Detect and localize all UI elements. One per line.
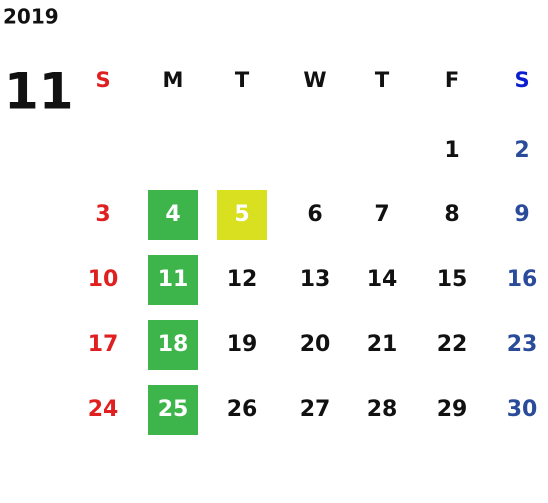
day-number: 10: [88, 267, 119, 292]
day-number: 18: [158, 332, 189, 357]
day-number: 16: [507, 267, 538, 292]
day-number: 14: [367, 267, 398, 292]
day-number: 15: [437, 267, 468, 292]
day-number: 22: [437, 332, 468, 357]
weekday-label: S: [95, 68, 110, 92]
day-number: 21: [367, 332, 398, 357]
day-highlight: [217, 190, 267, 240]
weekday-label: T: [235, 68, 250, 92]
day-number: 1: [444, 138, 459, 163]
weekday-label: W: [303, 68, 326, 92]
day-highlight: [148, 320, 198, 370]
day-highlight: [148, 385, 198, 435]
day-number: 11: [158, 267, 189, 292]
day-number: 12: [227, 267, 258, 292]
day-number: 25: [158, 397, 189, 422]
weekday-label: F: [445, 68, 459, 92]
day-highlight: [148, 255, 198, 305]
day-number: 28: [367, 397, 398, 422]
day-number: 26: [227, 397, 258, 422]
day-number: 8: [444, 202, 459, 227]
day-number: 6: [307, 202, 322, 227]
month: 11: [4, 63, 74, 121]
day-number: 27: [300, 397, 331, 422]
weekday-label: M: [163, 68, 184, 92]
day-number: 24: [88, 397, 119, 422]
day-number: 5: [234, 202, 249, 227]
weekday-label: T: [375, 68, 390, 92]
day-number: 29: [437, 397, 468, 422]
day-number: 3: [95, 202, 110, 227]
day-number: 9: [514, 202, 529, 227]
day-number: 7: [374, 202, 389, 227]
day-number: 13: [300, 267, 331, 292]
day-number: 4: [165, 202, 180, 227]
day-number: 2: [514, 138, 529, 163]
weekday-label: S: [514, 68, 529, 92]
day-number: 19: [227, 332, 258, 357]
day-number: 30: [507, 397, 538, 422]
day-number: 17: [88, 332, 119, 357]
day-number: 20: [300, 332, 331, 357]
year: 2019: [3, 5, 59, 29]
day-number: 23: [507, 332, 538, 357]
day-highlight: [148, 190, 198, 240]
